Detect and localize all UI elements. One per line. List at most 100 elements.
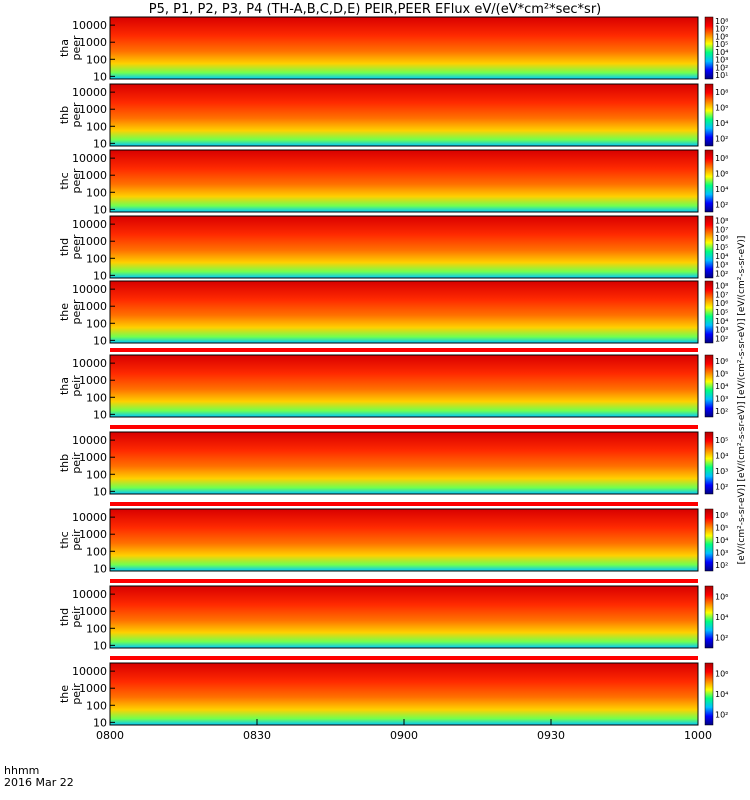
panel-frame xyxy=(109,585,699,649)
colorbar-tick-label: 10⁶ xyxy=(715,299,728,308)
panel-ylabel: peer xyxy=(70,299,83,325)
colorbar-tick-label: 10⁴ xyxy=(715,48,728,57)
y-tick-label: 100 xyxy=(86,317,107,330)
spectrogram-field xyxy=(110,84,698,146)
colorbar-tick-label: 10⁴ xyxy=(715,185,728,194)
y-tick-label: 100 xyxy=(86,53,107,66)
colorbar-tick-label: 10² xyxy=(715,711,728,720)
time-axis-label: hhmm xyxy=(4,764,40,777)
y-tick-label: 10 xyxy=(93,716,107,729)
panel-frame xyxy=(109,280,699,344)
panel-ylabel: peer xyxy=(70,234,83,260)
colorbar xyxy=(704,16,714,80)
spectrogram-field xyxy=(110,150,698,212)
flag-strip xyxy=(110,348,698,352)
colorbar-tick-label: 10⁵ xyxy=(715,436,728,445)
y-tick-label: 10000 xyxy=(72,588,107,601)
colorbar-tick-label: 10³ xyxy=(715,467,728,476)
colorbar-tick-label: 10³ xyxy=(715,261,728,270)
colorbar-tick-label: 10⁶ xyxy=(715,103,728,112)
y-tick-label: 1000 xyxy=(79,605,107,618)
colorbar xyxy=(704,508,714,572)
x-tick-label: 0830 xyxy=(243,729,271,742)
x-tick-label: 0930 xyxy=(537,729,565,742)
y-tick-label: 10000 xyxy=(72,152,107,165)
colorbar xyxy=(704,215,714,279)
panel-frame xyxy=(109,16,699,80)
panel-ylabel: tha xyxy=(58,377,71,395)
colorbar-tick-label: 10⁶ xyxy=(715,32,728,41)
panel-ylabel: peir xyxy=(70,529,83,551)
panel-ylabel: peir xyxy=(70,375,83,397)
y-tick-label: 100 xyxy=(86,545,107,558)
colorbar-tick-label: 10⁶ xyxy=(715,357,728,366)
y-tick-label: 100 xyxy=(86,622,107,635)
panel-ylabel: the xyxy=(58,303,71,321)
panel-frame xyxy=(109,354,699,418)
colorbar-tick-label: 10⁷ xyxy=(715,25,728,34)
colorbar-tick-label: 10² xyxy=(715,134,728,143)
colorbar-tick-label: 10⁶ xyxy=(715,169,728,178)
colorbar-tick-label: 10³ xyxy=(715,548,728,557)
panel-frame xyxy=(109,215,699,279)
spectrogram-field xyxy=(110,509,698,571)
panel-ylabel: thd xyxy=(58,608,71,626)
colorbar-tick-label: 10⁸ xyxy=(715,216,728,225)
y-tick-label: 1000 xyxy=(79,528,107,541)
colorbar-tick-label: 10⁶ xyxy=(715,511,728,520)
y-tick-label: 1000 xyxy=(79,235,107,248)
colorbar-tick-label: 10⁴ xyxy=(715,317,728,326)
y-tick-label: 10 xyxy=(93,408,107,421)
colorbar-tick-label: 10⁵ xyxy=(715,243,728,252)
colorbar-tick-label: 10⁵ xyxy=(715,40,728,49)
y-tick-label: 10 xyxy=(93,562,107,575)
colorbar-tick-label: 10⁴ xyxy=(715,613,728,622)
x-tick-label: 1000 xyxy=(684,729,712,742)
y-tick-label: 10000 xyxy=(72,283,107,296)
colorbar-tick-label: 10¹ xyxy=(715,71,728,80)
colorbar-tick-label: 10⁴ xyxy=(715,119,728,128)
colorbar-tick-label: 10⁸ xyxy=(715,154,728,163)
colorbar-tick-label: 10⁷ xyxy=(715,225,728,234)
colorbar-tick-label: 10⁴ xyxy=(715,690,728,699)
colorbar-tick-label: 10⁴ xyxy=(715,252,728,261)
colorbar-tick-label: 10² xyxy=(715,335,728,344)
panel-ylabel: thc xyxy=(58,172,71,189)
spectrogram-field xyxy=(110,17,698,79)
panel-ylabel: thc xyxy=(58,531,71,548)
flag-strip xyxy=(110,579,698,583)
y-tick-label: 1000 xyxy=(79,300,107,313)
colorbar xyxy=(704,431,714,495)
spectrogram-field xyxy=(110,355,698,417)
y-tick-label: 10 xyxy=(93,485,107,498)
y-tick-label: 100 xyxy=(86,391,107,404)
colorbar xyxy=(704,354,714,418)
colorbar-tick-label: 10⁵ xyxy=(715,524,728,533)
spectrogram-field xyxy=(110,586,698,648)
panel-ylabel: thb xyxy=(58,106,71,124)
colorbar-tick-label: 10² xyxy=(715,270,728,279)
colorbar-tick-label: 10⁵ xyxy=(715,308,728,317)
y-tick-label: 10000 xyxy=(72,434,107,447)
colorbar xyxy=(704,83,714,147)
y-tick-label: 10 xyxy=(93,203,107,216)
panel-ylabel: tha xyxy=(58,39,71,57)
colorbar-tick-label: 10³ xyxy=(715,56,728,65)
colorbar-tick-label: 10⁴ xyxy=(715,451,728,460)
flag-strip xyxy=(110,425,698,429)
colorbar-tick-label: 10⁸ xyxy=(715,281,728,290)
colorbar-tick-label: 10⁶ xyxy=(715,592,728,601)
colorbar-tick-label: 10² xyxy=(715,482,728,491)
y-tick-label: 100 xyxy=(86,699,107,712)
y-tick-label: 100 xyxy=(86,468,107,481)
